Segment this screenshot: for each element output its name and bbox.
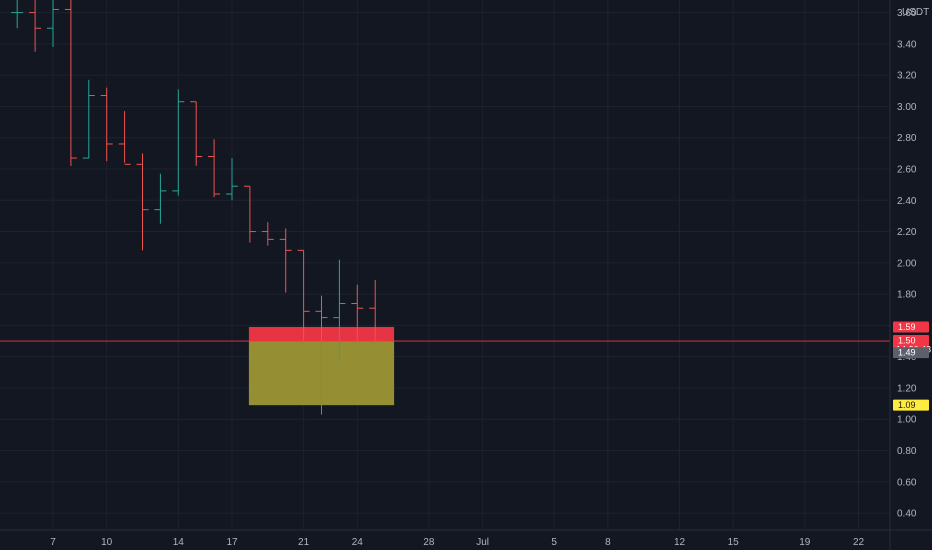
y-tick-label-11: 2.60 bbox=[897, 165, 917, 176]
y-tick-label-4: 1.20 bbox=[897, 383, 917, 394]
tag-1-49-bg bbox=[893, 347, 929, 359]
x-tick-label-5: 24 bbox=[352, 537, 364, 548]
x-tick-label-7: Jul bbox=[476, 537, 489, 548]
x-tick-label-4: 21 bbox=[298, 537, 310, 548]
x-tick-label-13: 22 bbox=[853, 537, 865, 548]
x-tick-label-8: 5 bbox=[551, 537, 557, 548]
x-tick-label-12: 19 bbox=[799, 537, 811, 548]
tag-1-59-bg bbox=[893, 321, 929, 333]
tag-1-59-label: 1.59 bbox=[898, 322, 916, 332]
x-tick-label-6: 28 bbox=[423, 537, 435, 548]
y-tick-label-13: 3.00 bbox=[897, 102, 917, 113]
x-tick-label-11: 15 bbox=[728, 537, 740, 548]
y-tick-label-7: 1.80 bbox=[897, 290, 917, 301]
x-tick-label-2: 14 bbox=[173, 537, 185, 548]
tag-1-09-bg bbox=[893, 399, 929, 411]
tag-1-50-label: 1.50 bbox=[898, 336, 916, 346]
y-tick-label-16: 3.60 bbox=[897, 8, 917, 19]
x-tick-label-3: 17 bbox=[226, 537, 238, 548]
y-tick-label-12: 2.80 bbox=[897, 133, 917, 144]
y-tick-label-2: 0.80 bbox=[897, 446, 917, 457]
y-tick-label-1: 0.60 bbox=[897, 477, 917, 488]
x-tick-label-10: 12 bbox=[674, 537, 686, 548]
y-tick-label-0: 0.40 bbox=[897, 509, 917, 520]
currency-label: USDT bbox=[902, 7, 929, 18]
y-tick-label-9: 2.20 bbox=[897, 227, 917, 238]
tag-1-09-label: 1.09 bbox=[898, 400, 916, 410]
y-tick-label-8: 2.00 bbox=[897, 258, 917, 269]
y-tick-label-3: 1.00 bbox=[897, 415, 917, 426]
y-tick-label-10: 2.40 bbox=[897, 196, 917, 207]
x-tick-label-1: 10 bbox=[101, 537, 113, 548]
y-tick-label-14: 3.20 bbox=[897, 71, 917, 82]
y-tick-label-15: 3.40 bbox=[897, 39, 917, 50]
x-tick-label-9: 8 bbox=[605, 537, 611, 548]
x-tick-label-0: 7 bbox=[50, 537, 56, 548]
tag-1-49-label: 1.49 bbox=[898, 348, 916, 358]
